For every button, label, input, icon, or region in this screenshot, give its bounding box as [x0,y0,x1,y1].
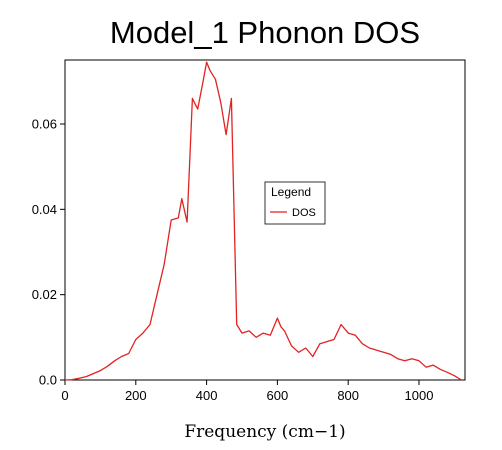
series-group [64,61,462,381]
x-tick-label: 200 [125,388,147,403]
legend: Legend DOS [264,181,326,225]
x-tick-label: 0 [61,388,68,403]
chart-title: Model_1 Phonon DOS [110,15,420,50]
x-tick-label: 1000 [405,388,434,403]
x-tick-label: 800 [337,388,359,403]
x-axis: 0 200 400 600 800 1000 [61,380,433,403]
x-tick-label: 600 [267,388,289,403]
x-axis-label: Frequency (cm−1) [184,422,345,442]
y-axis: 0.0 0.02 0.04 0.06 [32,117,65,388]
y-tick-label: 0.0 [39,373,57,388]
legend-entry-dos: DOS [292,207,316,219]
y-tick-label: 0.04 [32,202,57,217]
legend-box [264,181,326,225]
y-tick-label: 0.02 [32,287,57,302]
y-tick-label: 0.06 [32,117,57,132]
x-tick-label: 400 [196,388,218,403]
legend-title: Legend [271,185,311,199]
series-line-dos [64,61,462,381]
